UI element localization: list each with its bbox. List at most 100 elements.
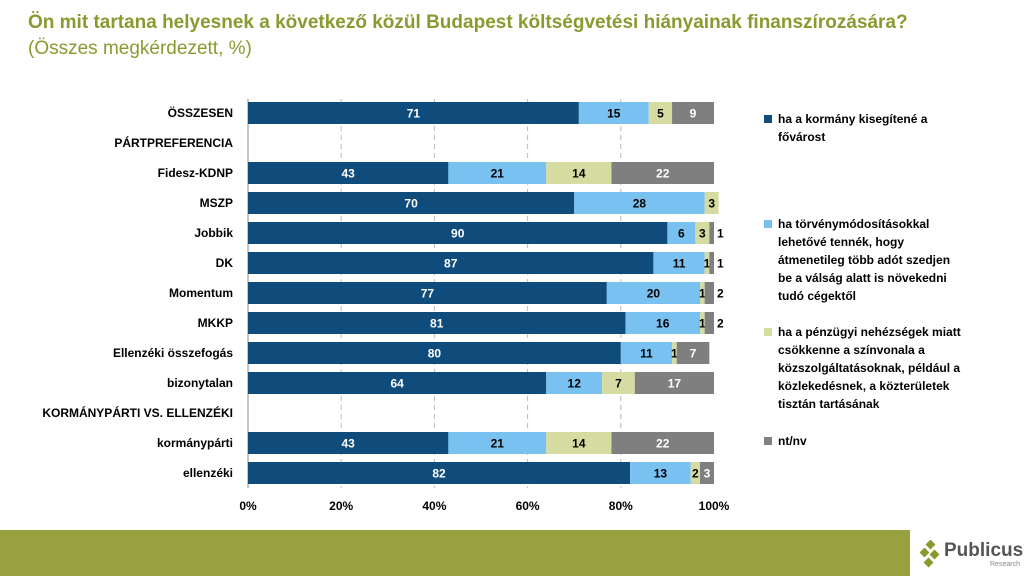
data-label: 2 [692, 467, 699, 481]
bar-segment [676, 342, 710, 364]
bar-segment [578, 102, 649, 124]
logo-name: Publicus [944, 540, 1024, 561]
data-label: 13 [654, 467, 668, 481]
data-label: 1 [717, 257, 724, 271]
data-label: 11 [640, 347, 653, 361]
bar-segment [704, 192, 719, 214]
bar-segment [700, 462, 714, 484]
bar-segment [606, 282, 701, 304]
bar-segment [248, 252, 654, 274]
data-label: 14 [572, 437, 586, 451]
data-label: 1 [699, 287, 706, 301]
bar-segment [248, 462, 631, 484]
bar-segment [574, 192, 705, 214]
category-label: Momentum [169, 286, 233, 300]
bar-segment [672, 102, 714, 124]
data-label: 17 [668, 377, 682, 391]
data-label: 11 [673, 257, 686, 271]
category-label: PÁRTPREFERENCIA [114, 135, 233, 150]
legend-item: nt/nv [764, 432, 964, 450]
bar-segment [667, 222, 696, 244]
category-label: ÖSSZESEN [168, 105, 233, 120]
x-tick-label: 40% [422, 499, 446, 513]
data-label: 90 [451, 227, 465, 241]
chart-subtitle: (Összes megkérdezett, %) [28, 38, 252, 59]
data-label: 1 [704, 257, 711, 271]
bar-segment [648, 102, 673, 124]
bar-segment [248, 102, 579, 124]
bar-segment [653, 252, 705, 274]
data-label: 2 [717, 287, 724, 301]
data-label: 3 [704, 467, 711, 481]
bar-segment [248, 342, 621, 364]
data-label: 22 [656, 437, 670, 451]
bar-segment [248, 222, 668, 244]
data-label: 14 [572, 167, 586, 181]
category-label: ellenzéki [183, 466, 233, 480]
category-label: Ellenzéki összefogás [113, 346, 233, 360]
data-label: 82 [432, 467, 446, 481]
data-label: 81 [430, 317, 444, 331]
bar-segment [611, 432, 714, 454]
logo-diamonds-icon [919, 540, 940, 568]
data-label: 15 [607, 107, 621, 121]
data-label: 1 [671, 347, 678, 361]
data-label: 43 [342, 437, 356, 451]
category-label: MKKP [198, 316, 233, 330]
x-tick-label: 0% [239, 499, 257, 513]
legend-swatch [764, 220, 772, 228]
x-tick-label: 100% [699, 499, 730, 513]
x-tick-label: 20% [329, 499, 353, 513]
bar-segment [704, 252, 710, 274]
data-label: 1 [717, 227, 724, 241]
bar-segment [248, 432, 449, 454]
x-tick-label: 80% [609, 499, 633, 513]
category-label: KORMÁNYPÁRTI VS. ELLENZÉKI [42, 405, 233, 420]
legend-item: ha a kormány kisegítené a fővárost [764, 110, 964, 146]
data-label: 71 [407, 107, 421, 121]
data-label: 70 [404, 197, 418, 211]
bar-segment [695, 222, 710, 244]
x-tick-label: 60% [516, 499, 540, 513]
legend-label: nt/nv [778, 434, 807, 448]
bar-segment [620, 342, 673, 364]
bar-segment [546, 162, 612, 184]
publicus-logo: Publicus Research [918, 536, 1024, 576]
bar-segment [709, 222, 714, 244]
bar-segment [546, 432, 612, 454]
bar-segment [700, 312, 705, 334]
bar-segment [672, 342, 677, 364]
bar-segment [690, 462, 701, 484]
data-label: 20 [647, 287, 661, 301]
data-label: 77 [421, 287, 435, 301]
bar-segment [625, 312, 701, 334]
data-label: 12 [568, 377, 582, 391]
data-label: 5 [657, 107, 664, 121]
category-label: Fidesz-KDNP [158, 166, 233, 180]
category-label: bizonytalan [167, 376, 233, 390]
logo-sub: Research [990, 561, 1020, 568]
legend-item: ha a pénzügyi nehézségek miatt csökkenne… [764, 323, 964, 413]
data-label: 7 [690, 347, 697, 361]
bar-segment [704, 312, 714, 334]
bar-segment [248, 372, 547, 394]
bar-segment [634, 372, 714, 394]
legend-swatch [764, 328, 772, 336]
category-label: kormánypárti [157, 436, 233, 450]
data-label: 43 [342, 167, 356, 181]
bar-segment [704, 282, 714, 304]
legend-label: ha a kormány kisegítené a fővárost [778, 112, 928, 144]
bar-segment [248, 282, 607, 304]
data-label: 80 [428, 347, 442, 361]
bar-segment [700, 282, 705, 304]
data-label: 1 [699, 317, 706, 331]
data-label: 21 [491, 437, 505, 451]
data-label: 87 [444, 257, 458, 271]
data-label: 3 [699, 227, 706, 241]
bar-segment [546, 372, 603, 394]
legend-swatch [764, 115, 772, 123]
bar-segment [448, 162, 547, 184]
bar-segment [248, 162, 449, 184]
bar-chart: 0% 20% 40% 60% 80% 100%ÖSSZESEN 71 15 5 9PÁRTPREF… [42, 99, 730, 513]
category-label: DK [216, 256, 234, 270]
